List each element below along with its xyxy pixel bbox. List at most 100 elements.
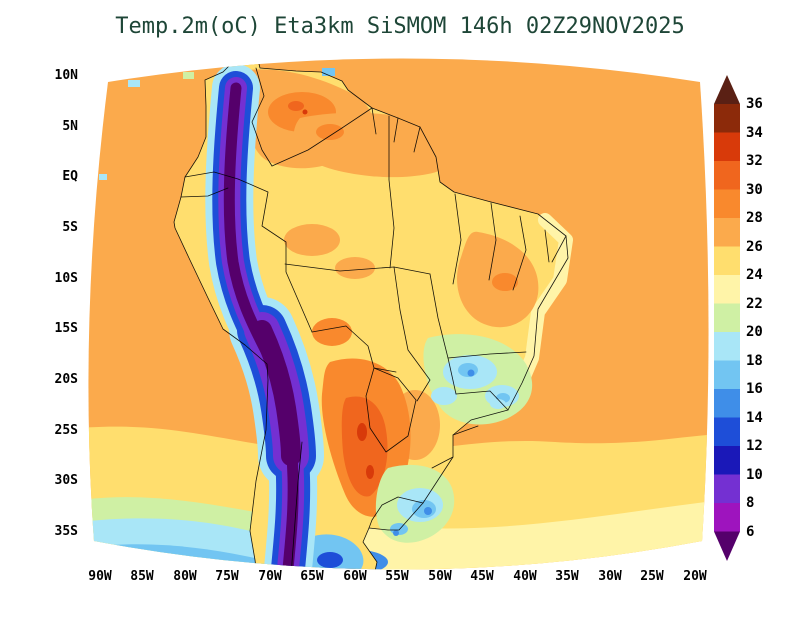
border-peru-brazil [237, 178, 313, 333]
colorbar-segment [714, 332, 740, 361]
colorbar-segment [714, 474, 740, 503]
lat-label: 10S [55, 271, 79, 286]
colorbar-tick-label: 24 [746, 267, 763, 283]
south-blue-dot [393, 530, 399, 536]
amazon-hot-core [316, 124, 344, 140]
chaco-red-speck [366, 465, 374, 479]
border-venezuela-colombia [251, 67, 273, 167]
colorbar-segment [714, 246, 740, 275]
lon-label: 80W [173, 569, 197, 584]
lon-label: 85W [130, 569, 154, 584]
colorbar-tick-label: 34 [746, 125, 763, 141]
lon-label: 25W [640, 569, 664, 584]
colorbar-segment [714, 389, 740, 418]
colorbar-arrow-bottom [714, 531, 740, 561]
colorbar-segment [714, 104, 740, 133]
colorbar-tick-label: 30 [746, 182, 763, 198]
lon-label: 45W [470, 569, 494, 584]
colorbar-segment [714, 503, 740, 532]
lat-axis: 10N 5N EQ 5S 10S 15S 20S 25S 30S 35S [55, 68, 79, 539]
colorbar-segment [714, 218, 740, 247]
lon-label: 90W [88, 569, 112, 584]
colorbar-segment [714, 189, 740, 218]
colorbar-tick-label: 6 [746, 524, 754, 540]
lat-label: 20S [55, 372, 79, 387]
colorbar-tick-label: 16 [746, 381, 763, 397]
south-blue-dot [424, 507, 432, 515]
lon-label: 70W [258, 569, 282, 584]
lon-label: 20W [683, 569, 707, 584]
state-borders-southeast [431, 351, 527, 469]
northeast-orange-core [492, 273, 518, 291]
bolivia-lowland-hot [312, 318, 352, 346]
amazon-orange-blob [284, 224, 340, 256]
caribbean-island-speck [183, 72, 194, 79]
border-paraguay [365, 367, 417, 453]
sebrazil-cyan-patch [431, 387, 457, 405]
colorbar-segment [714, 360, 740, 389]
caribbean-island-speck [128, 80, 140, 87]
colorbar-tick-label: 22 [746, 296, 763, 312]
colorbar-tick-label: 26 [746, 239, 763, 255]
colorbar-tick-label: 32 [746, 153, 763, 169]
colorbar-tick-label: 8 [746, 495, 754, 511]
border-brazil-uruguay-argentina [368, 496, 424, 529]
lon-label: 75W [215, 569, 239, 584]
border-venezuela-brazil [271, 107, 373, 167]
colorbar-tick-label: 14 [746, 410, 763, 426]
lon-label: 65W [300, 569, 324, 584]
galapagos-speck [99, 174, 107, 180]
country-borders-group [173, 58, 569, 570]
chaco-hot-core [341, 396, 388, 497]
colorbar-tick-label: 12 [746, 438, 763, 454]
temperature-shading-region [88, 58, 709, 570]
colorbar-segment [714, 132, 740, 161]
colorbar-segment [714, 417, 740, 446]
lat-label: 10N [55, 68, 79, 83]
lon-label: 30W [598, 569, 622, 584]
north-red-dot [302, 109, 308, 115]
amazon-orange-blob [335, 257, 375, 279]
lat-label: 35S [55, 524, 79, 539]
south-blue-patch [412, 500, 436, 518]
state-borders-north [284, 115, 462, 285]
lat-label: 30S [55, 473, 79, 488]
lon-label: 40W [513, 569, 537, 584]
colorbar-tick-label: 10 [746, 467, 763, 483]
plot-title: Temp.2m(oC) Eta3km SiSMOM 146h 02Z29NOV2… [115, 14, 685, 39]
colorbar-tick-label: 28 [746, 210, 763, 226]
border-colombia-ecuador [184, 171, 239, 180]
sebrazil-blue-dot [467, 369, 475, 377]
colorbar-tick-label: 18 [746, 353, 763, 369]
colorbar-segment [714, 161, 740, 190]
lon-label: 55W [385, 569, 409, 584]
colorbar-tick-label: 20 [746, 324, 763, 340]
colorbar-segment [714, 275, 740, 304]
border-ecuador-peru [180, 187, 229, 198]
sebrazil-blue-speck [458, 363, 478, 377]
border-bolivia-brazil [311, 325, 397, 373]
lat-label: EQ [62, 169, 78, 184]
south-blue-patch [390, 523, 408, 535]
lat-label: 15S [55, 321, 79, 336]
lon-axis: 90W 85W 80W 75W 70W 65W 60W 55W 50W 45W … [88, 569, 707, 584]
colorbar: 36 34 32 30 28 26 24 22 20 18 16 14 12 1… [714, 75, 763, 561]
lon-label: 35W [555, 569, 579, 584]
colorbar-tick-label: 36 [746, 96, 763, 112]
state-borders-central [393, 266, 457, 402]
caribbean-island-speck [322, 68, 335, 76]
andes-bulge-core [252, 320, 301, 466]
chaco-red-speck [357, 423, 367, 441]
colorbar-segment [714, 446, 740, 475]
colorbar-arrow-top [714, 75, 740, 104]
state-borders-northeast [488, 202, 567, 291]
lon-label: 50W [428, 569, 452, 584]
patagonia-blue-patch [317, 552, 343, 568]
lat-label: 5S [62, 220, 78, 235]
lon-label: 60W [343, 569, 367, 584]
colorbar-segment [714, 303, 740, 332]
coastline-pacific [173, 65, 269, 570]
lat-label: 25S [55, 423, 79, 438]
